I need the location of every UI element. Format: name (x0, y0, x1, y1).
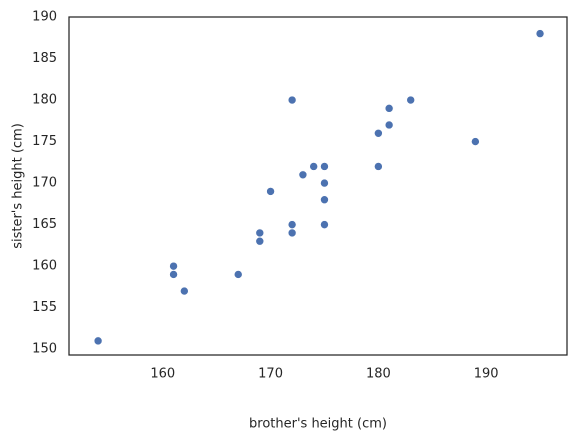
point (320, 162, 329, 171)
point (180, 286, 189, 296)
y-tick-label: 155 (32, 300, 57, 315)
point (233, 270, 243, 279)
point (287, 220, 297, 229)
point (384, 120, 394, 130)
point (320, 178, 329, 188)
point (374, 128, 383, 138)
point (384, 104, 394, 113)
x-tick-label: 180 (366, 367, 391, 382)
y-tick-label: 160 (32, 259, 57, 274)
y-tick-label: 185 (32, 51, 57, 66)
y-axis-label: sister's height (cm) (11, 123, 26, 249)
point (374, 162, 383, 171)
y-tick-label: 180 (32, 93, 57, 108)
y-tick-label: 150 (32, 342, 57, 357)
x-tick-label: 170 (258, 367, 283, 382)
plot-frame (68, 16, 568, 356)
point (320, 220, 329, 229)
point (471, 137, 480, 146)
point (287, 228, 297, 238)
point (255, 228, 265, 238)
y-tick-label: 165 (32, 217, 57, 232)
point (169, 270, 178, 279)
y-tick-label: 175 (32, 134, 57, 149)
point (320, 195, 329, 205)
point (255, 236, 265, 246)
point (93, 336, 103, 346)
point (298, 170, 308, 180)
y-tick-label: 190 (32, 10, 57, 25)
x-tick-label: 190 (474, 367, 499, 382)
x-axis-label: brother's height (cm) (249, 417, 387, 432)
point (169, 261, 178, 271)
y-tick-label: 170 (32, 176, 57, 191)
point (406, 95, 416, 105)
x-tick-label: 160 (150, 367, 175, 382)
point (309, 162, 318, 171)
point (287, 95, 297, 105)
point (266, 187, 275, 196)
point (535, 29, 545, 38)
